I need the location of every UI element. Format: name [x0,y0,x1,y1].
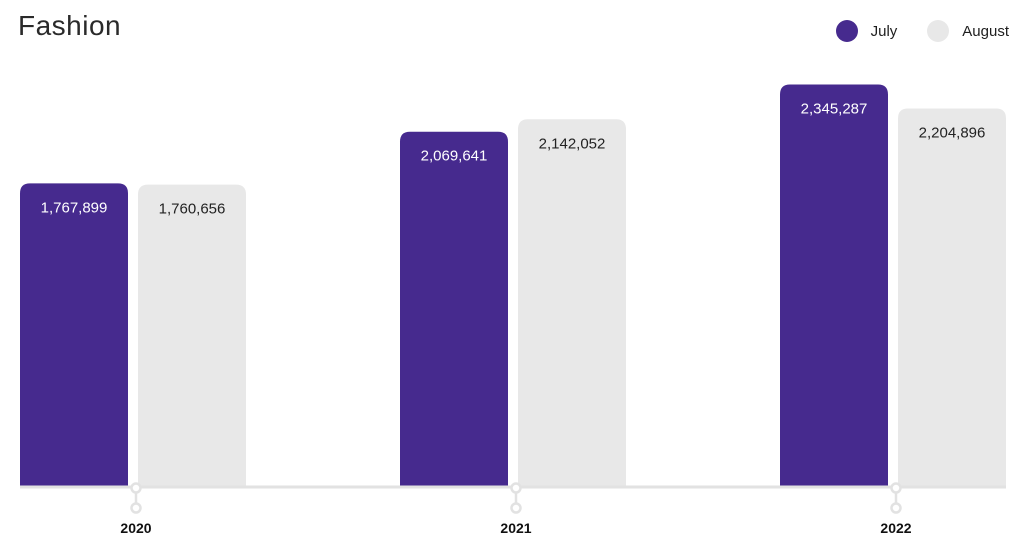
bar-label-august-2022: 2,204,896 [919,125,986,142]
legend: July August [806,20,1009,42]
legend-swatch-august [927,20,950,42]
tick-knob-top-2020 [130,482,142,494]
x-tick-label-2020: 2020 [120,520,151,536]
bar-label-august-2020: 1,760,656 [159,201,226,218]
bar-august-2020[interactable] [138,184,246,486]
tick-knob-bottom-2020 [130,502,142,514]
bar-july-2021[interactable] [400,131,508,486]
tick-knob-top-2021 [510,482,522,494]
legend-item-august[interactable]: August [927,20,1009,42]
bar-label-july-2021: 2,069,641 [421,148,488,165]
bar-august-2021[interactable] [518,119,626,486]
bar-label-august-2021: 2,142,052 [539,135,606,152]
chart-title: Fashion [18,10,122,41]
legend-item-july[interactable]: July [835,20,898,42]
bar-august-2022[interactable] [898,108,1006,486]
legend-label-august: August [962,22,1009,40]
tick-knob-top-2022 [890,482,902,494]
tick-knob-bottom-2021 [510,502,522,514]
legend-label-july: July [870,22,898,40]
x-tick-label-2022: 2022 [880,520,911,536]
bar-july-2022[interactable] [780,84,888,487]
legend-swatch-july [835,20,858,42]
bar-label-july-2022: 2,345,287 [801,101,868,118]
bar-july-2020[interactable] [20,183,128,487]
bar-label-july-2020: 1,767,899 [41,199,108,216]
x-tick-label-2021: 2021 [500,520,531,536]
tick-knob-bottom-2022 [890,502,902,514]
